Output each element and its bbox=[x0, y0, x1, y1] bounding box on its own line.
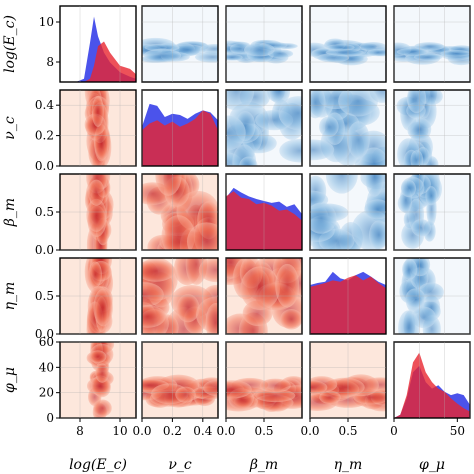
x-tick-label: 8 bbox=[76, 424, 84, 438]
y-tick-label: 0.5 bbox=[35, 205, 54, 219]
x-tick-label: 10 bbox=[112, 424, 127, 438]
x-axis-label: log(E_c) bbox=[69, 457, 127, 473]
density-blue-0 bbox=[76, 16, 136, 82]
panel-2-3 bbox=[309, 173, 387, 251]
y-axis-label: ν_c bbox=[2, 116, 18, 140]
x-tick-label: 0.5 bbox=[338, 424, 357, 438]
panel-3-4 bbox=[393, 257, 471, 335]
panel-4-3 bbox=[309, 341, 387, 419]
panel-0-4 bbox=[393, 5, 471, 83]
panel-0-0 bbox=[59, 5, 137, 83]
panel-0-3 bbox=[309, 5, 387, 83]
panel-0-2 bbox=[225, 5, 303, 83]
panel-1-4 bbox=[393, 89, 471, 167]
panel-4-2 bbox=[225, 341, 303, 419]
x-axis-label: η_m bbox=[334, 457, 363, 473]
panel-1-2 bbox=[225, 89, 303, 167]
panel-3-2 bbox=[225, 257, 303, 335]
x-tick-label: 0.0 bbox=[300, 424, 319, 438]
panel-2-1 bbox=[141, 173, 219, 251]
panel-2-4 bbox=[393, 173, 471, 251]
panel-1-1 bbox=[141, 89, 219, 167]
x-tick-label: 0.0 bbox=[132, 424, 151, 438]
x-tick-label: 0.2 bbox=[163, 424, 182, 438]
density-red-4 bbox=[394, 352, 470, 418]
x-tick-label: 50 bbox=[450, 424, 465, 438]
y-tick-label: 0.0 bbox=[35, 159, 54, 173]
y-tick-label: 0.5 bbox=[35, 289, 54, 303]
panel-1-3 bbox=[309, 89, 387, 167]
x-axis-label: β_m bbox=[249, 457, 278, 473]
panel-2-0 bbox=[59, 173, 137, 251]
y-tick-label: 60 bbox=[39, 335, 54, 349]
panel-4-4 bbox=[393, 341, 471, 419]
x-tick-label: 0.4 bbox=[193, 424, 212, 438]
panel-4-0 bbox=[59, 341, 137, 419]
y-tick-label: 0 bbox=[46, 411, 54, 425]
x-axis-label: φ_μ bbox=[419, 457, 445, 473]
x-tick-label: 0.5 bbox=[254, 424, 273, 438]
x-tick-label: 0.0 bbox=[216, 424, 235, 438]
y-tick-label: 8 bbox=[46, 55, 54, 69]
y-tick-label: 20 bbox=[39, 386, 54, 400]
y-tick-label: 0.0 bbox=[35, 243, 54, 257]
density-red-1 bbox=[142, 110, 218, 166]
y-axis-label: β_m bbox=[2, 198, 18, 227]
x-axis-label: ν_c bbox=[168, 457, 192, 473]
panel-3-1 bbox=[141, 257, 219, 335]
y-tick-label: 0.2 bbox=[35, 129, 54, 143]
y-tick-label: 10 bbox=[39, 15, 54, 29]
y-axis-label: φ_μ bbox=[2, 367, 18, 393]
panel-4-1 bbox=[141, 341, 219, 419]
y-axis-label: η_m bbox=[2, 282, 18, 311]
y-tick-label: 0.0 bbox=[35, 327, 54, 341]
y-axis-label: log(E_c) bbox=[2, 15, 18, 73]
panel-0-1 bbox=[141, 5, 219, 83]
y-tick-label: 0.4 bbox=[35, 98, 54, 112]
density-red-0 bbox=[76, 41, 136, 82]
panel-1-0 bbox=[59, 89, 137, 167]
x-tick-label: 0 bbox=[390, 424, 398, 438]
y-tick-label: 40 bbox=[39, 360, 54, 374]
